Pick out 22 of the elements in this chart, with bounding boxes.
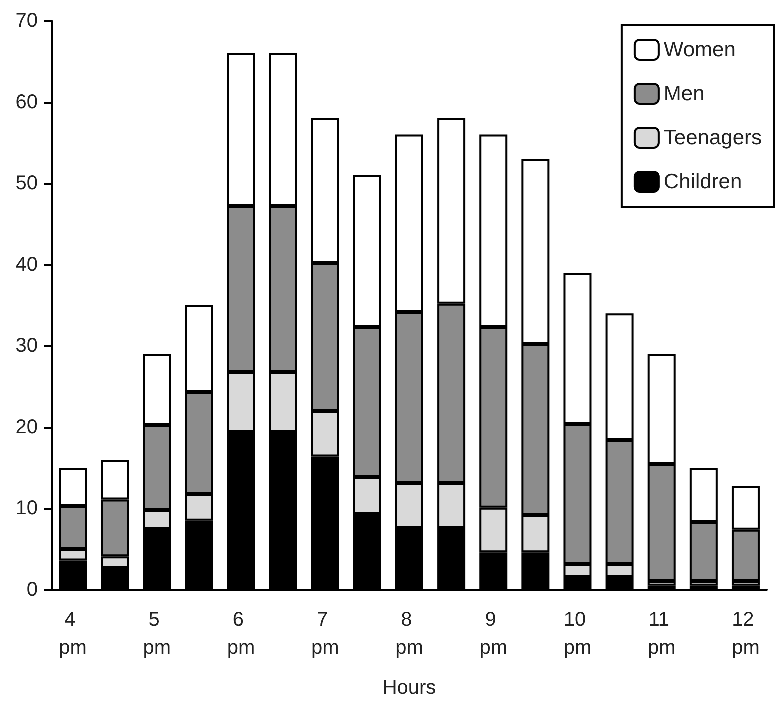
y-tick-label: 0	[26, 579, 38, 601]
y-tick-label: 30	[16, 335, 38, 358]
x-tick-label: 5 pm	[143, 609, 172, 659]
x-tick-label: 9 pm	[480, 609, 508, 659]
legend-label: Children	[664, 170, 742, 194]
y-tick-label: 50	[16, 172, 38, 195]
x-tick-label: 10 pm	[564, 609, 592, 659]
legend-label: Men	[664, 82, 705, 106]
x-tick-label: 8 pm	[396, 609, 424, 659]
x-tick-label: 4 pm	[59, 609, 87, 659]
x-tick-label: 7 pm	[311, 609, 340, 659]
x-tick-label: 11 pm	[648, 609, 676, 659]
x-axis-title: Hours	[382, 677, 436, 699]
legend-label: Women	[664, 38, 736, 62]
y-tick-label: 10	[16, 498, 38, 520]
x-tick-label: 6 pm	[227, 609, 256, 659]
y-tick-label: 40	[16, 254, 38, 276]
y-tick-label: 20	[16, 416, 38, 438]
y-tick-label: 60	[16, 91, 38, 114]
legend-label: Teenagers	[664, 126, 762, 150]
y-tick-label: 70	[16, 10, 38, 32]
x-tick-label: 12 pm	[732, 609, 760, 659]
